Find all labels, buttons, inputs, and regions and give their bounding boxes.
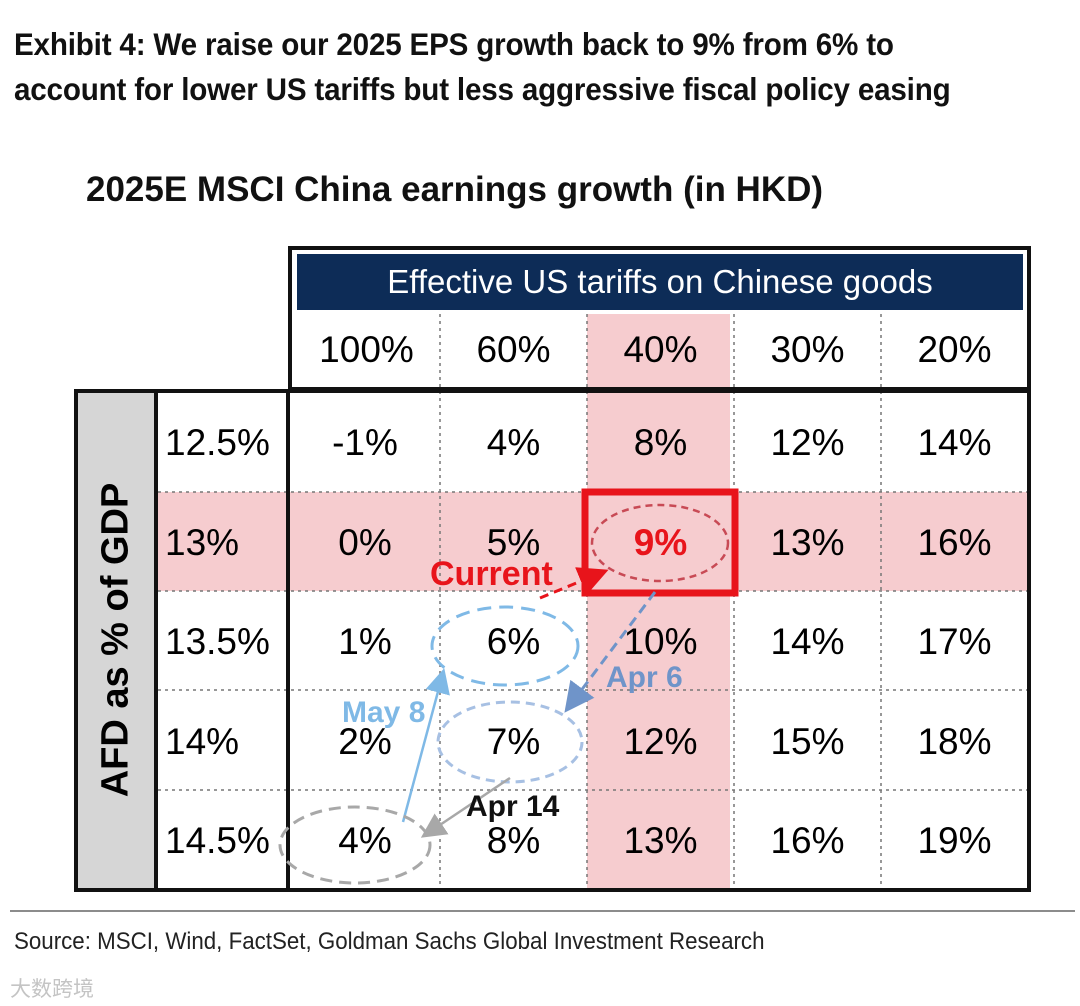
apr6-label: Apr 6	[606, 661, 683, 694]
table-cell: 16%	[917, 522, 992, 563]
table-cell: 13%	[770, 522, 845, 563]
table-cell: 1%	[338, 621, 392, 662]
table-cell: 14%	[770, 621, 845, 662]
row-label: 14.5%	[165, 820, 270, 861]
row-label: 13%	[165, 522, 240, 563]
table-cell: 8%	[486, 820, 541, 861]
may8-label: May 8	[342, 696, 425, 729]
row-header-band	[78, 393, 154, 888]
column-label: 30%	[770, 329, 845, 370]
current-label: Current	[430, 555, 553, 593]
exhibit-title: Exhibit 4: We raise our 2025 EPS growth …	[14, 26, 951, 107]
table-cell: 18%	[917, 721, 992, 762]
table-cell: 4%	[486, 422, 541, 463]
side-divider	[154, 393, 158, 888]
table-cell: 6%	[486, 621, 541, 662]
source-note: Source: MSCI, Wind, FactSet, Goldman Sac…	[14, 928, 765, 955]
table-cell: 19%	[917, 820, 992, 861]
table-cell: 15%	[770, 721, 845, 762]
column-label: 20%	[917, 329, 992, 370]
may8-arrow	[401, 668, 450, 823]
column-label: 60%	[476, 329, 551, 370]
table-cell: 13%	[623, 820, 698, 861]
row-label: 12.5%	[165, 422, 270, 463]
watermark: 大数跨境	[10, 978, 94, 1001]
table-cell: 7%	[486, 721, 541, 762]
current-box	[581, 488, 739, 597]
table-cell: 4%	[338, 820, 392, 861]
column-label: 40%	[623, 329, 698, 370]
apr14-arrow	[420, 776, 511, 838]
table-cell: 16%	[770, 820, 845, 861]
table-cell: 2%	[338, 721, 392, 762]
table-cell: 14%	[917, 422, 992, 463]
current-ellipse	[590, 503, 730, 583]
apr6-arrow	[564, 591, 657, 713]
table-cell: 10%	[623, 621, 698, 662]
row-label-divider	[286, 393, 290, 888]
table-cell: -1%	[332, 422, 398, 463]
table-body-box	[74, 389, 1031, 892]
table-cell: 0%	[338, 522, 392, 563]
row-label: 14%	[165, 721, 240, 762]
table-cell: 8%	[633, 422, 688, 463]
apr14-label: Apr 14	[466, 790, 560, 823]
table-cell: 12%	[770, 422, 845, 463]
may8-ellipse	[430, 605, 580, 687]
current-arrow	[539, 567, 609, 600]
row-label: 13.5%	[165, 621, 270, 662]
table-cell-current: 9%	[633, 522, 688, 563]
column-label: 100%	[319, 329, 414, 370]
chart-title: 2025E MSCI China earnings growth (in HKD…	[86, 170, 824, 209]
table-cell: 5%	[486, 522, 541, 563]
table-cell: 12%	[623, 721, 698, 762]
column-header-title: Effective US tariffs on Chinese goods	[297, 254, 1023, 310]
apr6-ellipse	[436, 700, 584, 784]
highlight-column-40	[587, 314, 730, 888]
table-cell: 17%	[917, 621, 992, 662]
apr14-ellipse	[278, 805, 432, 885]
footer-divider	[10, 910, 1075, 912]
